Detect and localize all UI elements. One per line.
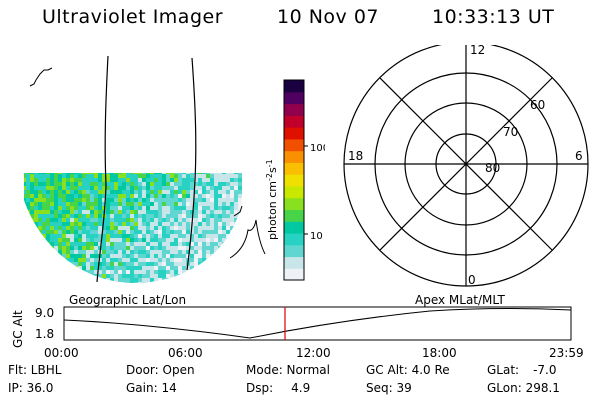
time-tick: 00:00 (44, 346, 79, 360)
time-tick: 06:00 (168, 346, 203, 360)
glat-info: GLat: -7.0 (487, 363, 557, 377)
longitude-line (186, 57, 197, 271)
polar-mlat-mlt-plot: 12 18 6 0 60 70 80 (343, 45, 589, 287)
filter-info: Flt: LBHL (8, 363, 62, 377)
time-tick: 23:59 (549, 346, 584, 360)
gain-info: Gain: 14 (126, 381, 177, 395)
door-info: Door: Open (126, 363, 195, 377)
mlt-label-6: 6 (575, 149, 583, 163)
coastline (29, 67, 53, 87)
coastline (233, 205, 243, 217)
colorbar-tick-label: 10 (310, 231, 323, 242)
instrument-title: Ultraviolet Imager (42, 6, 224, 28)
glon-info: GLon: 298.1 (487, 381, 560, 395)
mlt-label-12: 12 (470, 45, 485, 57)
altitude-y-label: GC Alt (11, 310, 25, 348)
date-label: 10 Nov 07 (277, 6, 380, 28)
altitude-curve (63, 308, 572, 339)
mlt-label-0: 0 (468, 273, 476, 287)
colorbar-tick-label: 100 (310, 143, 325, 154)
time-tick: 18:00 (422, 346, 457, 360)
mlat-label-60: 60 (530, 98, 545, 112)
time-label: 10:33:13 UT (432, 6, 555, 28)
mlt-label-18: 18 (348, 149, 363, 163)
colorbar: 100 10 photon cm-2s-1 (265, 79, 325, 281)
seq-info: Seq: 39 (366, 381, 412, 395)
ip-info: IP: 36.0 (8, 381, 54, 395)
time-tick: 12:00 (296, 346, 331, 360)
altitude-timeline-plot: 9.0 1.8 GC Alt 00:00 06:00 12:00 18:00 2… (11, 306, 584, 360)
mlat-label-70: 70 (503, 125, 518, 139)
altitude-plot-frame (63, 306, 572, 341)
mlat-label-80: 80 (485, 161, 500, 175)
gc-alt-info: GC Alt: 4.0 Re (366, 363, 450, 377)
coastline (229, 219, 266, 259)
colorbar-unit-label: photon cm-2s-1 (265, 159, 279, 240)
mode-info: Mode: Normal (246, 363, 330, 377)
altitude-y-tick: 9.0 (35, 306, 54, 320)
apex-label: Apex MLat/MLT (415, 293, 505, 307)
longitude-line (96, 55, 109, 283)
dsp-info: Dsp: 4.9 (246, 381, 311, 395)
altitude-y-tick: 1.8 (35, 327, 54, 341)
geographic-label: Geographic Lat/Lon (69, 293, 187, 307)
uv-intensity-image (24, 173, 242, 283)
